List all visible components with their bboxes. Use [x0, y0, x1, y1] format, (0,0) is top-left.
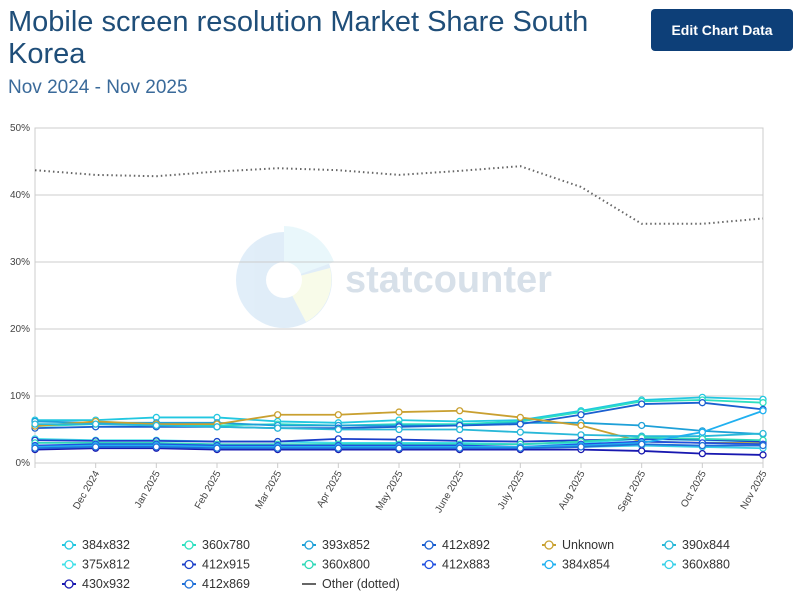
point	[759, 399, 767, 407]
legend-label: 412x892	[442, 538, 490, 552]
x-tick-label: Mar 2025	[254, 469, 285, 511]
legend-swatch	[184, 579, 194, 589]
y-tick-label: 0%	[16, 458, 31, 469]
chart-subtitle: Nov 2024 - Nov 2025	[8, 77, 188, 98]
legend-label: 412x883	[442, 558, 490, 572]
legend-swatch	[184, 540, 194, 550]
x-tick-label: Feb 2025	[193, 469, 224, 511]
point	[698, 449, 706, 458]
legend-label: Other (dotted)	[322, 577, 400, 591]
point	[698, 441, 706, 450]
legend-label: 375x812	[82, 558, 130, 572]
point	[334, 411, 342, 419]
point	[395, 425, 403, 434]
point	[759, 407, 767, 415]
point	[213, 423, 221, 431]
x-tick-label: Nov 2025	[739, 469, 770, 512]
x-tick-label: Jan 2025	[133, 469, 163, 511]
point	[31, 420, 39, 428]
point	[92, 420, 100, 428]
x-tick-label: Apr 2025	[315, 469, 345, 510]
point	[395, 444, 403, 452]
point	[456, 444, 464, 452]
legend-swatch	[64, 540, 74, 550]
legend-swatch	[64, 559, 74, 570]
legend-swatch	[544, 540, 554, 550]
point	[213, 444, 221, 452]
x-tick-label: July 2025	[496, 469, 527, 512]
legend-label: 390x844	[682, 538, 730, 552]
point	[638, 421, 646, 430]
watermark: statcounter	[236, 226, 552, 328]
point	[516, 444, 524, 452]
point	[334, 444, 342, 452]
point	[274, 444, 282, 452]
point	[516, 420, 524, 428]
x-tick-label: June 2025	[433, 469, 466, 515]
legend-label: 360x780	[202, 538, 250, 552]
point	[577, 411, 585, 419]
y-tick-label: 40%	[10, 190, 30, 201]
point	[456, 407, 464, 415]
legend-swatch	[544, 559, 554, 570]
legend-swatch	[424, 540, 434, 550]
legend-label: 360x800	[322, 558, 370, 572]
point	[698, 428, 706, 436]
legend-swatch	[664, 559, 674, 570]
x-tick-label: Oct 2025	[679, 469, 709, 510]
point	[516, 413, 524, 422]
x-tick-label: May 2025	[374, 469, 406, 513]
legend-label: 412x869	[202, 577, 250, 591]
point	[92, 443, 100, 451]
point	[759, 451, 767, 459]
legend-label: 412x915	[202, 558, 250, 572]
watermark-text: statcounter	[345, 259, 552, 301]
point	[577, 421, 585, 430]
legend-label: Unknown	[562, 538, 614, 552]
point	[638, 440, 646, 448]
legend-swatch	[304, 559, 314, 570]
point	[456, 425, 464, 434]
point	[516, 428, 524, 436]
point	[577, 443, 585, 451]
legend-label: 430x932	[82, 577, 130, 591]
edit-button[interactable]: Edit Chart Data	[651, 9, 793, 51]
point	[759, 441, 767, 450]
y-tick-label: 50%	[10, 123, 30, 134]
point	[698, 399, 706, 407]
chart-title: Mobile screen resolution Market Share So…	[8, 6, 589, 70]
legend-label: 384x854	[562, 558, 610, 572]
legend-label: 360x880	[682, 558, 730, 572]
point	[152, 443, 160, 451]
x-tick-label: Aug 2025	[557, 469, 588, 512]
point	[395, 408, 403, 416]
y-tick-label: 20%	[10, 324, 30, 335]
y-tick-label: 30%	[10, 257, 30, 268]
point	[274, 411, 282, 419]
point	[638, 447, 646, 455]
legend-swatch	[664, 540, 674, 550]
y-tick-label: 10%	[10, 391, 30, 402]
legend-label: 393x852	[322, 538, 370, 552]
legend-swatch	[64, 579, 74, 589]
legend-swatch	[304, 540, 314, 550]
point	[759, 429, 767, 438]
point	[334, 425, 342, 434]
point	[638, 400, 646, 408]
x-tick-label: Dec 2024	[71, 469, 102, 512]
legend-label: 384x832	[82, 538, 130, 552]
legend-swatch	[424, 559, 434, 570]
x-tick-label: Sept 2025	[616, 469, 649, 514]
series-line	[34, 165, 764, 225]
point	[274, 424, 282, 432]
point	[31, 444, 39, 452]
legend-swatch	[184, 559, 194, 570]
point	[152, 421, 160, 430]
